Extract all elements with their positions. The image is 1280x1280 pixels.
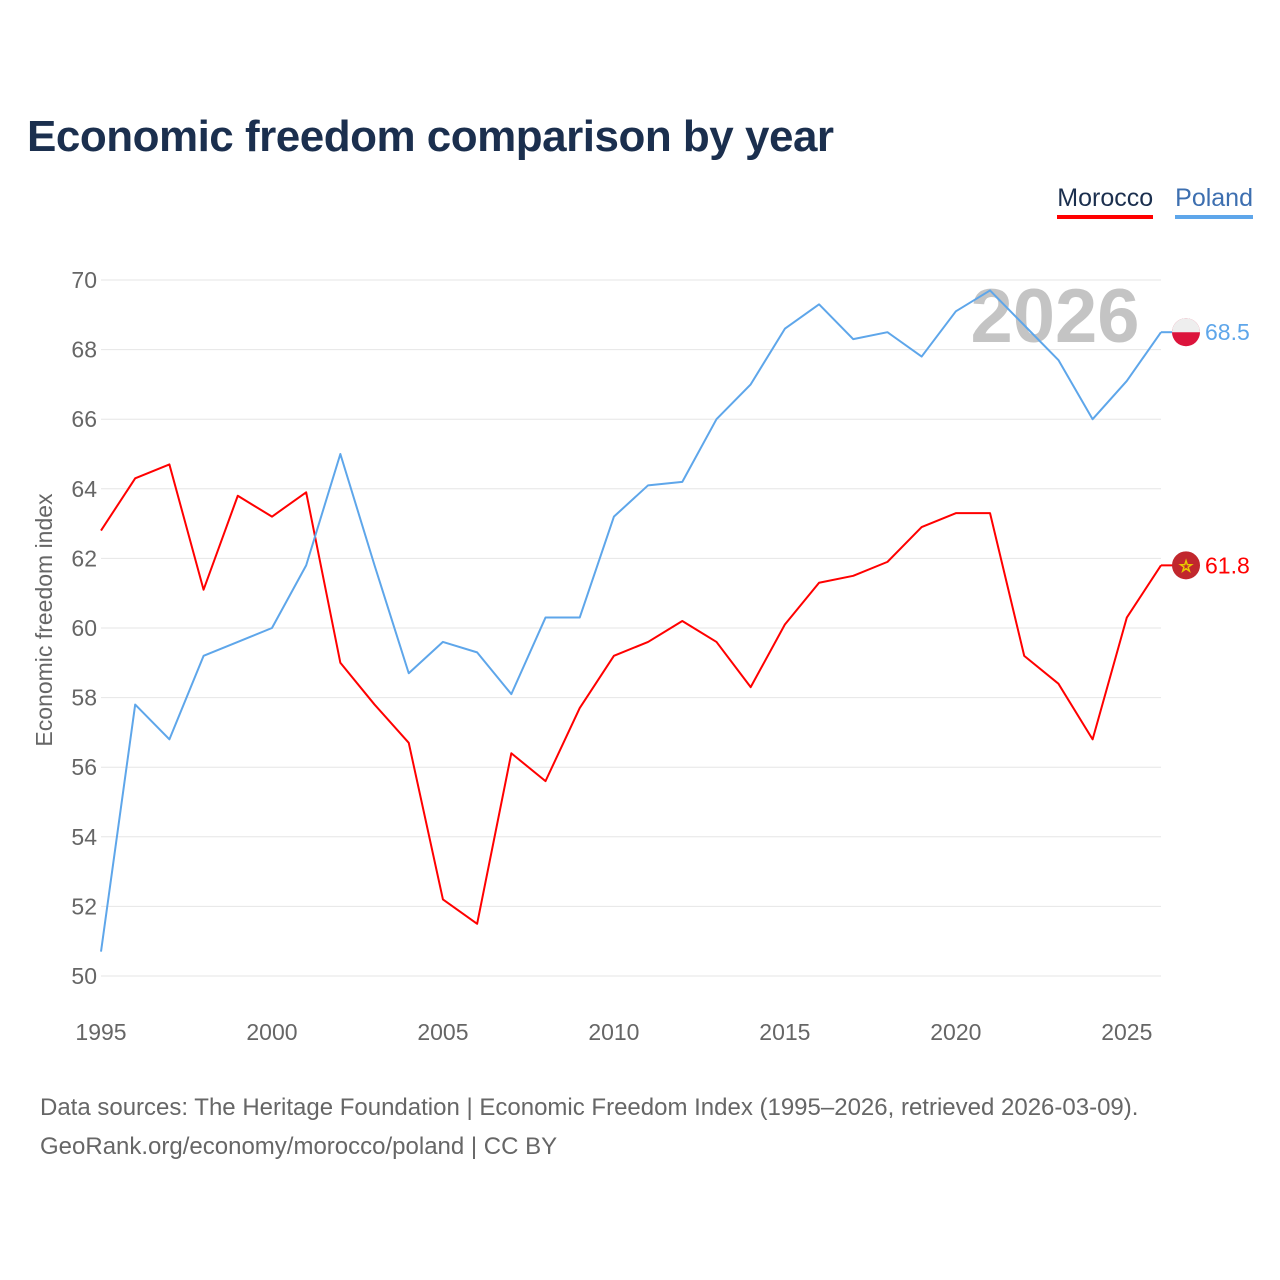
end-value-label: 61.8: [1205, 552, 1250, 578]
source-line-2[interactable]: GeoRank.org/economy/morocco/poland | CC …: [40, 1133, 558, 1160]
legend: Morocco Poland: [1057, 184, 1253, 219]
legend-item-poland[interactable]: Poland: [1175, 184, 1253, 219]
y-tick-label: 70: [71, 267, 97, 293]
y-tick-label: 66: [71, 406, 97, 432]
morocco-flag-icon: ☆: [1172, 551, 1200, 580]
svg-text:☆: ☆: [1179, 558, 1193, 575]
y-tick-label: 54: [71, 824, 97, 850]
x-tick-label: 2025: [1101, 1019, 1152, 1045]
poland-flag-icon: [1172, 318, 1200, 347]
year-watermark: 2026: [970, 274, 1139, 359]
y-tick-label: 50: [71, 963, 97, 989]
y-tick-label: 62: [71, 545, 97, 571]
x-tick-label: 2020: [930, 1019, 981, 1045]
x-tick-label: 2005: [417, 1019, 468, 1045]
series-line-poland: [100, 289, 1162, 952]
y-tick-label: 56: [71, 754, 97, 780]
legend-item-morocco[interactable]: Morocco: [1057, 184, 1154, 219]
x-tick-label: 2010: [588, 1019, 639, 1045]
source-note: Data sources: The Heritage Foundation | …: [40, 1088, 1138, 1166]
end-value-label: 68.5: [1205, 319, 1250, 345]
series-line-morocco: [100, 463, 1162, 925]
chart-title: Economic freedom comparison by year: [27, 112, 834, 161]
y-tick-label: 60: [71, 615, 97, 641]
x-tick-label: 1995: [75, 1019, 126, 1045]
y-tick-label: 68: [71, 337, 97, 363]
y-tick-label: 52: [71, 893, 97, 919]
y-axis-label: Economic freedom index: [31, 493, 57, 747]
x-tick-label: 2015: [759, 1019, 810, 1045]
x-tick-label: 2000: [246, 1019, 297, 1045]
y-tick-label: 64: [71, 476, 97, 502]
source-line-1: Data sources: The Heritage Foundation | …: [40, 1094, 1139, 1121]
y-tick-label: 58: [71, 685, 97, 711]
